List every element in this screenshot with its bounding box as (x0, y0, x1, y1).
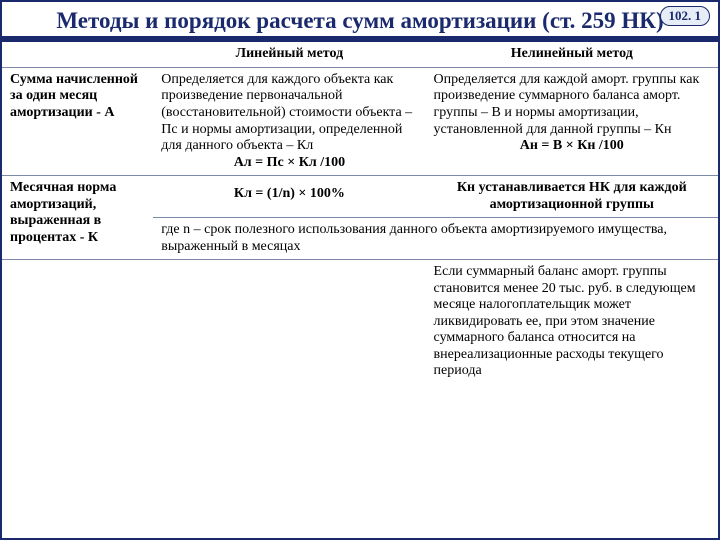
row-rate-label: Месячная норма амортизаций, выраженная в… (2, 176, 153, 260)
row-rate: Месячная норма амортизаций, выраженная в… (2, 176, 718, 218)
row-amount-nonlinear: Определяется для каждой аморт. группы ка… (426, 67, 718, 175)
row-rate-nonlinear: Кн устанавливается НК для каждой амортиз… (426, 176, 718, 218)
row-n-note-text: где n – срок полезного использования дан… (153, 218, 718, 260)
header-linear: Линейный метод (153, 42, 425, 67)
row-amount-label: Сумма начисленной за один месяц амортиза… (2, 67, 153, 175)
row-threshold-text: Если суммарный баланс аморт. группы стан… (426, 260, 718, 384)
slide-number-badge: 102. 1 (660, 6, 711, 26)
row-amount-linear-formula: Ал = Пс × Кл /100 (161, 155, 417, 172)
row-rate-linear: Кл = (1/n) × 100% (153, 176, 425, 218)
header-nonlinear: Нелинейный метод (426, 42, 718, 67)
slide-title: Методы и порядок расчета сумм амортизаци… (56, 8, 663, 34)
row-amount-linear: Определяется для каждого объекта как про… (153, 67, 425, 175)
methods-table: Линейный метод Нелинейный метод Сумма на… (2, 42, 718, 383)
row-amount-nonlinear-formula: Ан = В × Кн /100 (434, 138, 710, 155)
row-amount-linear-text: Определяется для каждого объекта как про… (161, 72, 412, 153)
row-amount: Сумма начисленной за один месяц амортиза… (2, 67, 718, 175)
table-header-row: Линейный метод Нелинейный метод (2, 42, 718, 67)
row-amount-nonlinear-text: Определяется для каждой аморт. группы ка… (434, 72, 700, 137)
title-area: 102. 1 Методы и порядок расчета сумм амо… (2, 2, 718, 36)
row-threshold-blank1 (2, 260, 153, 384)
row-rate-linear-formula: Кл = (1/n) × 100% (161, 186, 417, 203)
row-threshold-note: Если суммарный баланс аморт. группы стан… (2, 260, 718, 384)
row-threshold-blank2 (153, 260, 425, 384)
header-blank (2, 42, 153, 67)
slide-frame: 102. 1 Методы и порядок расчета сумм амо… (0, 0, 720, 540)
